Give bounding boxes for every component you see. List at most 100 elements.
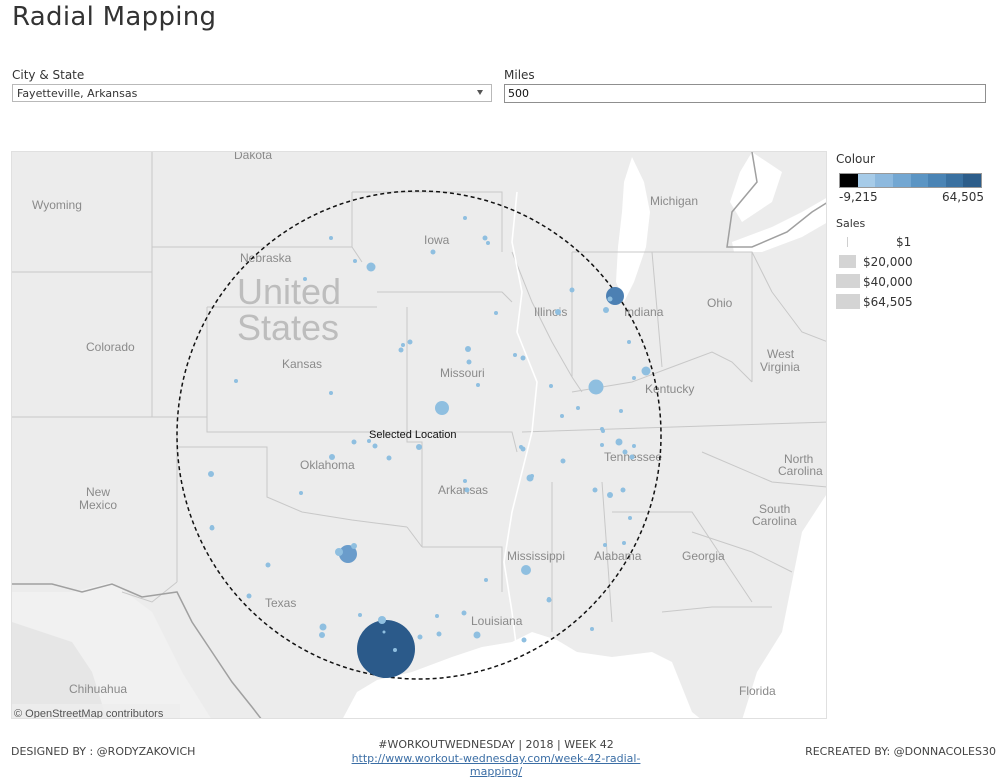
- sales-mark[interactable]: [208, 471, 214, 477]
- sales-mark[interactable]: [329, 454, 335, 460]
- sales-mark[interactable]: [600, 443, 604, 447]
- sales-mark[interactable]: [530, 474, 534, 478]
- sales-mark[interactable]: [628, 516, 632, 520]
- sales-mark[interactable]: [435, 401, 449, 415]
- map-attribution[interactable]: © OpenStreetMap contributors: [14, 708, 164, 719]
- sales-mark[interactable]: [592, 487, 598, 493]
- sales-mark[interactable]: [641, 366, 651, 376]
- state-label: Kansas: [282, 357, 322, 371]
- city-state-dropdown[interactable]: Fayetteville, Arkansas: [12, 84, 492, 102]
- sales-mark[interactable]: [494, 311, 498, 315]
- sales-mark[interactable]: [335, 548, 343, 556]
- sales-mark[interactable]: [398, 347, 404, 353]
- miles-input[interactable]: [504, 84, 986, 103]
- sales-mark[interactable]: [622, 449, 628, 455]
- sales-mark[interactable]: [461, 610, 467, 616]
- sales-size-swatch[interactable]: [836, 294, 860, 309]
- sales-mark[interactable]: [463, 479, 467, 483]
- sales-mark[interactable]: [351, 439, 357, 445]
- sales-mark[interactable]: [417, 634, 423, 640]
- sales-mark[interactable]: [329, 391, 333, 395]
- sales-mark[interactable]: [569, 287, 575, 293]
- sales-mark[interactable]: [603, 307, 609, 313]
- sales-mark[interactable]: [473, 631, 481, 639]
- sales-mark[interactable]: [329, 236, 333, 240]
- sales-mark[interactable]: [482, 235, 488, 241]
- sales-mark[interactable]: [576, 406, 580, 410]
- sales-mark[interactable]: [372, 443, 378, 449]
- sales-mark[interactable]: [378, 616, 386, 624]
- sales-mark[interactable]: [520, 355, 526, 361]
- sales-mark[interactable]: [622, 541, 626, 545]
- sales-mark[interactable]: [299, 491, 303, 495]
- sales-mark[interactable]: [358, 613, 362, 617]
- sales-mark[interactable]: [632, 376, 636, 380]
- map-canvas[interactable]: Dakota Wyoming Nebraska Iowa Michigan Co…: [12, 152, 827, 719]
- sales-mark[interactable]: [606, 287, 624, 305]
- sales-mark[interactable]: [319, 632, 325, 638]
- sales-mark[interactable]: [393, 648, 397, 652]
- sales-mark[interactable]: [619, 409, 623, 413]
- workout-wednesday-link[interactable]: http://www.workout-wednesday.com/week-42…: [351, 752, 641, 778]
- sales-mark[interactable]: [353, 259, 357, 263]
- sales-mark[interactable]: [416, 444, 422, 450]
- sales-size-swatch[interactable]: [847, 237, 848, 247]
- sales-mark[interactable]: [588, 379, 604, 395]
- sales-mark[interactable]: [210, 525, 214, 529]
- colour-swatch: [963, 174, 981, 187]
- sales-mark[interactable]: [560, 458, 566, 464]
- state-label: Mississippi: [507, 549, 565, 563]
- sales-mark[interactable]: [357, 620, 415, 678]
- sales-mark[interactable]: [303, 277, 307, 281]
- sales-mark[interactable]: [466, 359, 472, 365]
- sales-mark[interactable]: [234, 379, 238, 383]
- sales-mark[interactable]: [319, 623, 327, 631]
- sales-mark[interactable]: [476, 383, 480, 387]
- sales-mark[interactable]: [521, 637, 527, 643]
- sales-mark[interactable]: [521, 565, 531, 575]
- sales-mark[interactable]: [615, 438, 623, 446]
- sales-size-swatch[interactable]: [839, 255, 856, 268]
- sales-mark[interactable]: [513, 353, 517, 357]
- state-label: Carolina: [778, 464, 823, 478]
- sales-mark[interactable]: [246, 593, 252, 599]
- sales-mark[interactable]: [547, 597, 551, 601]
- sales-mark[interactable]: [382, 630, 386, 634]
- sales-mark[interactable]: [519, 445, 523, 449]
- sales-mark[interactable]: [607, 492, 613, 498]
- sales-mark[interactable]: [401, 343, 405, 347]
- sales-mark[interactable]: [601, 429, 605, 433]
- sales-mark[interactable]: [386, 455, 392, 461]
- colour-ramp[interactable]: [839, 173, 982, 188]
- sales-size-swatch[interactable]: [836, 274, 860, 288]
- sales-mark[interactable]: [555, 309, 561, 315]
- sales-mark[interactable]: [607, 296, 613, 302]
- sales-mark[interactable]: [265, 562, 271, 568]
- sales-mark[interactable]: [339, 545, 357, 563]
- sales-mark[interactable]: [463, 216, 467, 220]
- sales-mark[interactable]: [436, 631, 442, 637]
- sales-mark[interactable]: [603, 543, 607, 547]
- sales-marks[interactable]: [208, 216, 651, 678]
- sales-mark[interactable]: [435, 614, 439, 618]
- sales-mark[interactable]: [351, 543, 357, 549]
- sales-mark[interactable]: [367, 439, 371, 443]
- sales-mark[interactable]: [464, 487, 470, 493]
- sales-mark[interactable]: [549, 384, 553, 388]
- sales-mark[interactable]: [590, 627, 594, 631]
- sales-mark[interactable]: [465, 346, 471, 352]
- sales-mark[interactable]: [632, 444, 636, 448]
- sales-size-label: $40,000: [863, 275, 913, 289]
- sales-mark[interactable]: [484, 578, 488, 582]
- radial-map[interactable]: Dakota Wyoming Nebraska Iowa Michigan Co…: [11, 151, 827, 719]
- chevron-down-icon[interactable]: [477, 90, 483, 95]
- sales-mark[interactable]: [366, 262, 376, 272]
- sales-mark[interactable]: [430, 249, 436, 255]
- sales-mark[interactable]: [620, 487, 626, 493]
- sales-mark[interactable]: [629, 454, 635, 460]
- sales-mark[interactable]: [627, 340, 631, 344]
- colour-swatch: [875, 174, 893, 187]
- sales-mark[interactable]: [486, 241, 490, 245]
- sales-mark[interactable]: [407, 339, 413, 345]
- sales-mark[interactable]: [560, 414, 564, 418]
